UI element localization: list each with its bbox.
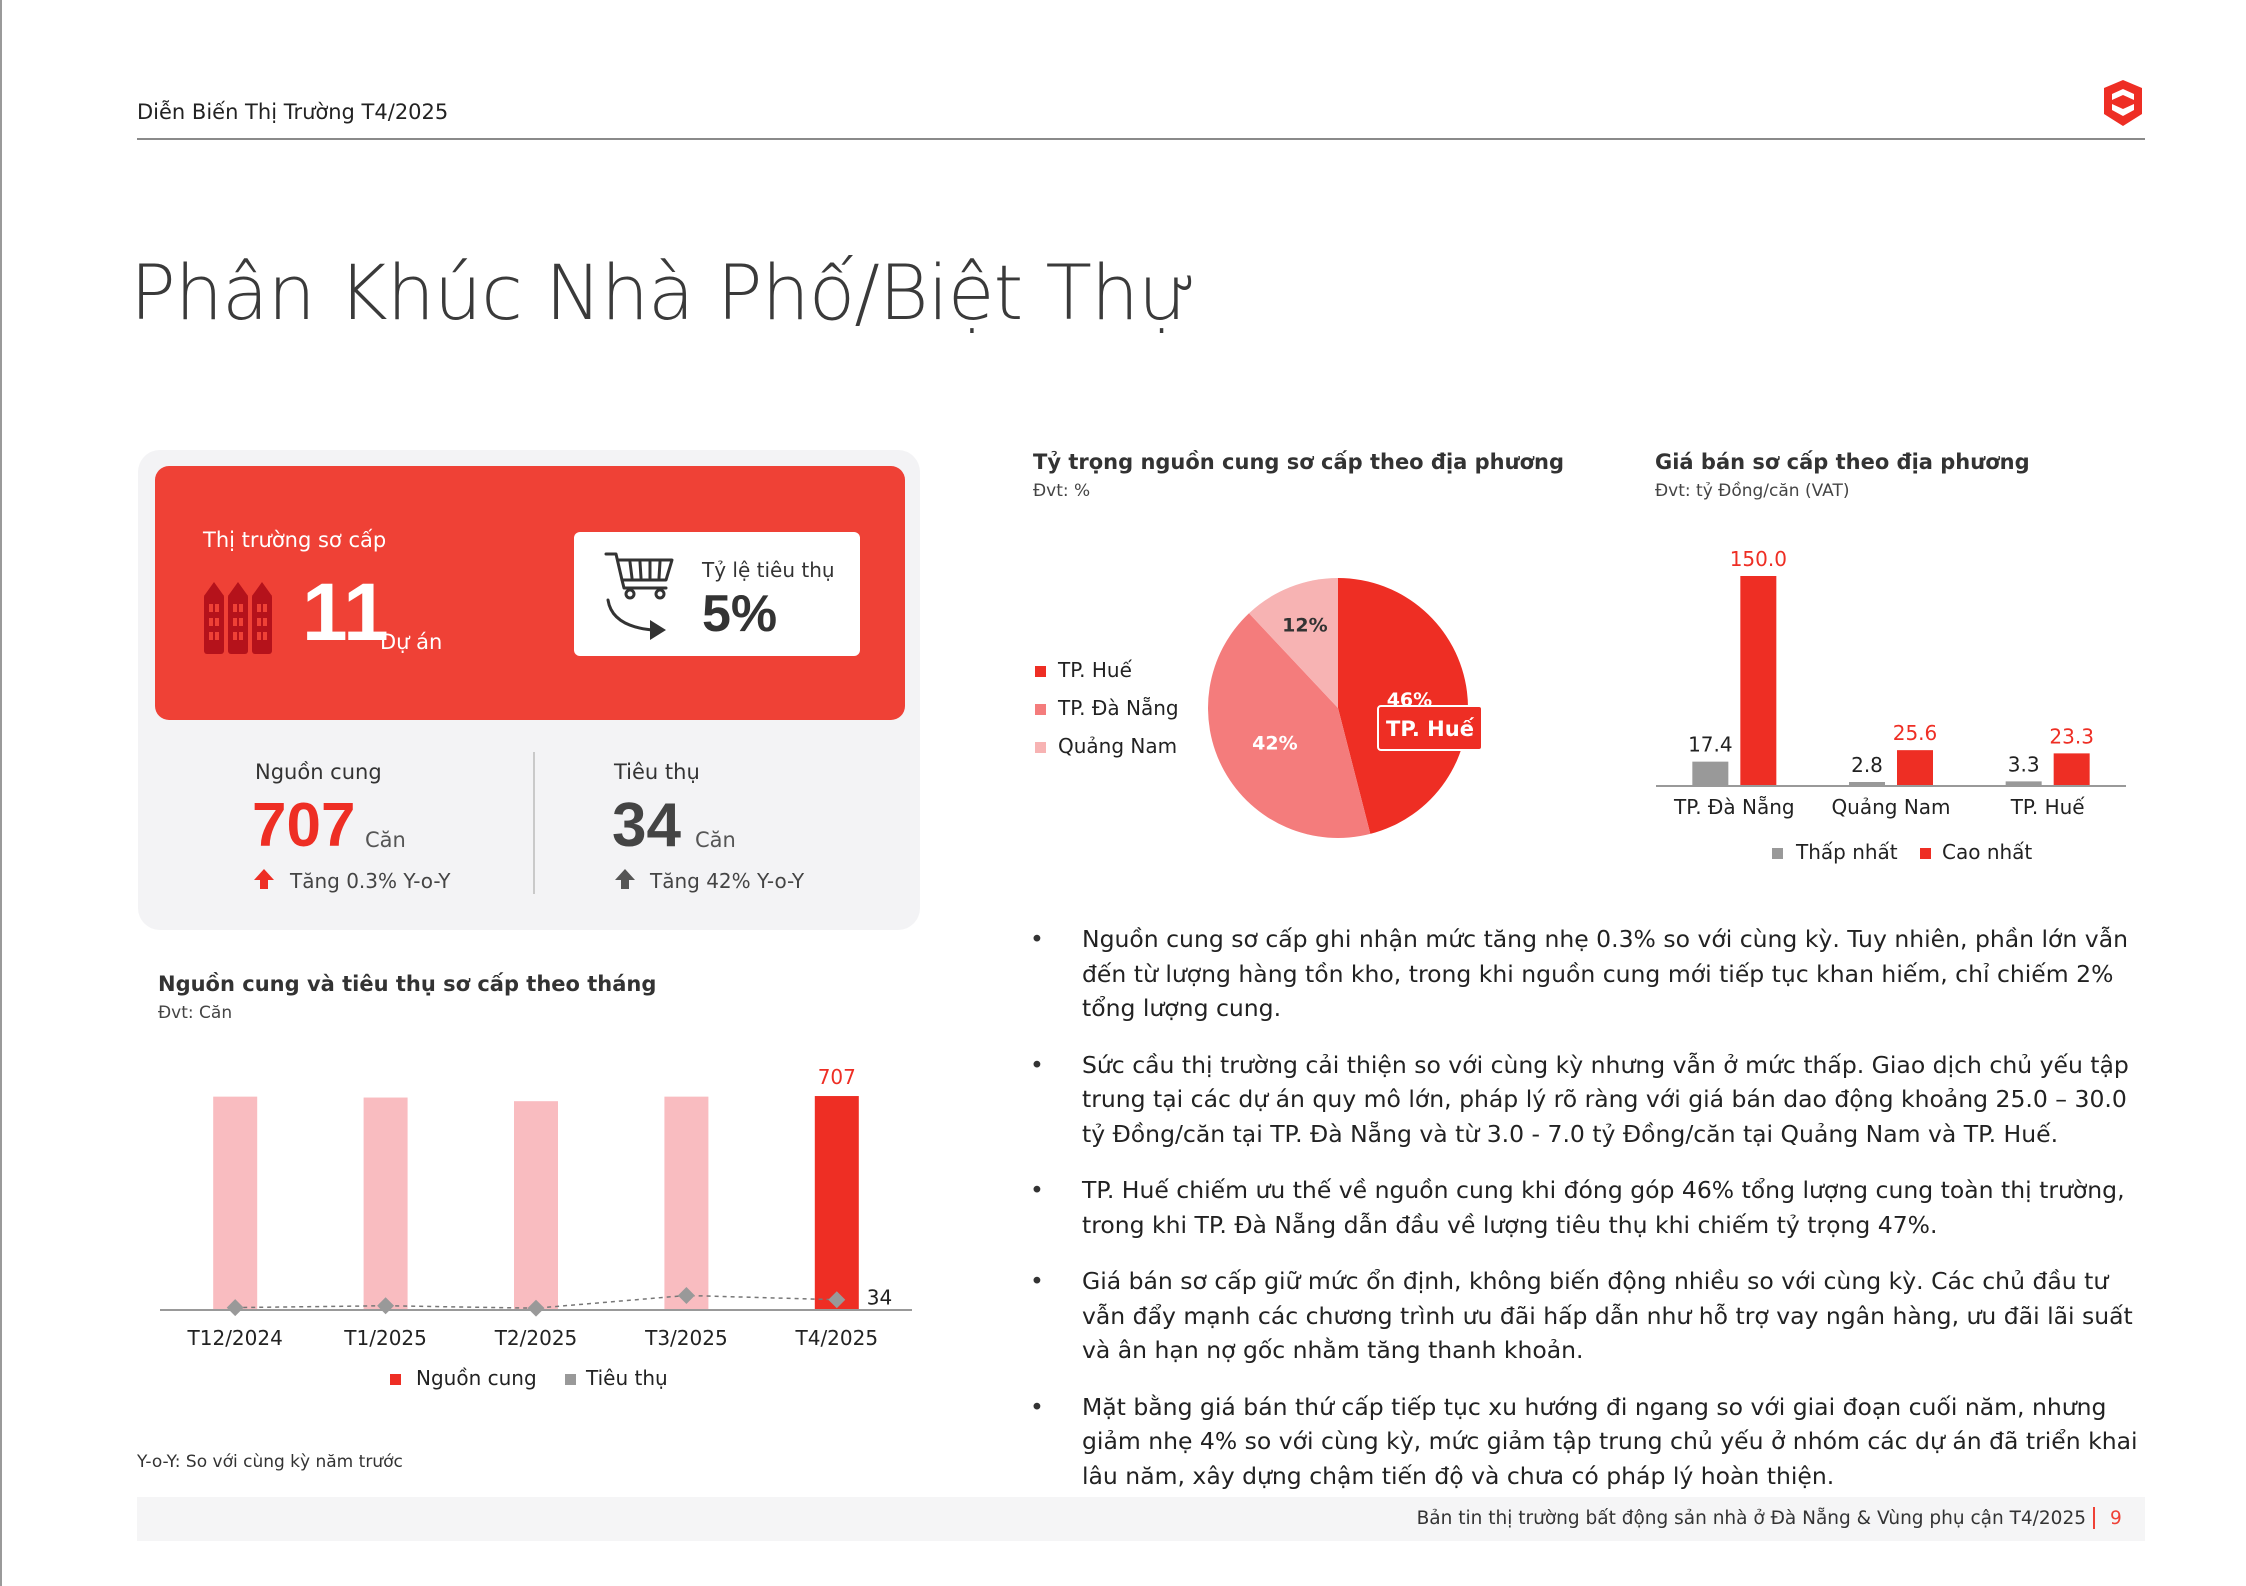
supply-label: Nguồn cung — [255, 760, 382, 784]
pie-data-label: 42% — [1252, 733, 1297, 755]
bullet-item: Giá bán sơ cấp giữ mức ổn định, không bi… — [1030, 1264, 2150, 1368]
sales-point — [527, 1299, 545, 1317]
footer-bar — [137, 1497, 2145, 1541]
max-price-bar — [2053, 753, 2090, 786]
projects-count: 11 — [302, 567, 389, 658]
legend-label-sales: Tiêu thụ — [585, 1366, 668, 1390]
brand-logo-icon — [2104, 80, 2142, 126]
max-price-label: 23.3 — [2049, 724, 2094, 748]
monthly-supply-sales-chart: T12/2024 T1/2025 T2/2025 T3/2025 T4/2025 707 3… — [160, 1065, 912, 1390]
legend-swatch-max — [1920, 848, 1931, 859]
min-price-bar — [2005, 781, 2042, 786]
absorption-label: Tỷ lệ tiêu thụ — [702, 558, 835, 582]
x-tick-label: T4/2025 — [795, 1326, 879, 1350]
supply-bar — [363, 1097, 408, 1310]
supply-unit: Căn — [365, 828, 406, 852]
monthly-chart-title: Nguồn cung và tiêu thụ sơ cấp theo tháng — [158, 972, 657, 996]
pie-data-label: 12% — [1282, 614, 1327, 636]
stats-divider — [533, 752, 535, 894]
header-title: Diễn Biến Thị Trường T4/2025 — [137, 100, 449, 124]
supply-data-label: 707 — [818, 1065, 856, 1089]
sales-label: Tiêu thụ — [614, 760, 700, 784]
shopping-cart-icon — [604, 552, 674, 640]
supply-value: 707 — [252, 791, 356, 860]
absorption-box — [574, 532, 860, 656]
monthly-chart-subtitle: Đvt: Căn — [158, 1003, 233, 1023]
supply-change: Tăng 0.3% Y-o-Y — [290, 869, 451, 893]
pie-callout-box — [1377, 705, 1483, 751]
footer-separator — [2093, 1507, 2095, 1529]
price-chart-subtitle: Đvt: tỷ Đồng/căn (VAT) — [1655, 481, 1850, 501]
legend-swatch-min — [1772, 848, 1783, 859]
x-tick-label: Quảng Nam — [1831, 795, 1950, 819]
max-price-bar — [1897, 750, 1933, 786]
pie-chart-subtitle: Đvt: % — [1033, 481, 1091, 501]
arrow-up-icon — [615, 869, 635, 889]
x-tick-label: T2/2025 — [494, 1326, 578, 1350]
page-edge-line — [0, 0, 2, 1586]
min-price-label: 3.3 — [2008, 752, 2040, 776]
projects-unit: Dự án — [380, 630, 443, 654]
min-price-bar — [1849, 782, 1885, 786]
max-price-label: 25.6 — [1893, 721, 1938, 745]
min-price-label: 17.4 — [1688, 733, 1733, 757]
legend-swatch-supply — [390, 1374, 401, 1385]
sales-value: 34 — [612, 791, 681, 860]
header-divider — [137, 138, 2145, 140]
bullet-item: Sức cầu thị trường cải thiện so với cùng… — [1030, 1048, 2150, 1152]
legend-label-min: Thấp nhất — [1795, 840, 1898, 864]
pie-slice — [1249, 578, 1338, 708]
x-tick-label: T3/2025 — [644, 1326, 728, 1350]
buildings-icon — [204, 582, 272, 654]
pie-callout-label: TP. Huế — [1386, 717, 1475, 741]
legend-swatch-sales — [565, 1374, 576, 1385]
legend-swatch — [1035, 704, 1046, 715]
sales-point — [677, 1286, 695, 1304]
legend-label: TP. Đà Nẵng — [1057, 696, 1179, 720]
pie-slice — [1208, 613, 1371, 838]
sales-unit: Căn — [695, 828, 736, 852]
legend-swatch — [1035, 742, 1046, 753]
bullet-item: Nguồn cung sơ cấp ghi nhận mức tăng nhẹ … — [1030, 922, 2150, 1026]
legend-label-supply: Nguồn cung — [416, 1366, 537, 1390]
legend-label: TP. Huế — [1057, 658, 1133, 682]
supply-bar — [213, 1096, 258, 1310]
primary-market-label: Thị trường sơ cấp — [203, 528, 387, 552]
price-chart-title: Giá bán sơ cấp theo địa phương — [1655, 450, 2030, 474]
sales-point — [377, 1297, 395, 1315]
footer-text: Bản tin thị trường bất động sản nhà ở Đà… — [1416, 1508, 2086, 1529]
min-price-label: 2.8 — [1851, 753, 1883, 777]
yoy-note: Y-o-Y: So với cùng kỳ năm trước — [137, 1452, 403, 1472]
max-price-bar — [1740, 576, 1777, 786]
legend-label-max: Cao nhất — [1942, 840, 2032, 864]
supply-bar — [664, 1096, 709, 1310]
max-price-label: 150.0 — [1730, 547, 1787, 571]
x-tick-label: T1/2025 — [343, 1326, 427, 1350]
legend-label: Quảng Nam — [1058, 734, 1177, 758]
sales-change: Tăng 42% Y-o-Y — [650, 869, 805, 893]
arrow-up-icon — [254, 869, 274, 889]
supply-bar — [514, 1101, 558, 1310]
x-tick-label: TP. Huế — [2010, 795, 2086, 819]
legend-swatch — [1035, 666, 1046, 677]
sales-data-label: 34 — [867, 1286, 892, 1310]
min-price-bar — [1692, 761, 1729, 786]
x-tick-label: T12/2024 — [187, 1326, 283, 1350]
x-tick-label: TP. Đà Nẵng — [1673, 795, 1795, 819]
analysis-bullets: Nguồn cung sơ cấp ghi nhận mức tăng nhẹ … — [1030, 922, 2150, 1515]
page-title: Phân Khúc Nhà Phố/Biệt Thự — [130, 248, 1197, 337]
pie-chart-title: Tỷ trọng nguồn cung sơ cấp theo địa phươ… — [1033, 450, 1564, 474]
absorption-rate: 5% — [702, 585, 778, 643]
bullet-item: TP. Huế chiếm ưu thế về nguồn cung khi đ… — [1030, 1173, 2150, 1242]
bullet-item: Mặt bằng giá bán thứ cấp tiếp tục xu hướ… — [1030, 1390, 2150, 1494]
primary-price-chart: 17.4 150.0 TP. Đà Nẵng 2.8 25.6 Quảng Nam 3.3 2… — [1656, 547, 2126, 864]
page-number: 9 — [2110, 1508, 2122, 1529]
supply-bar — [814, 1096, 859, 1310]
